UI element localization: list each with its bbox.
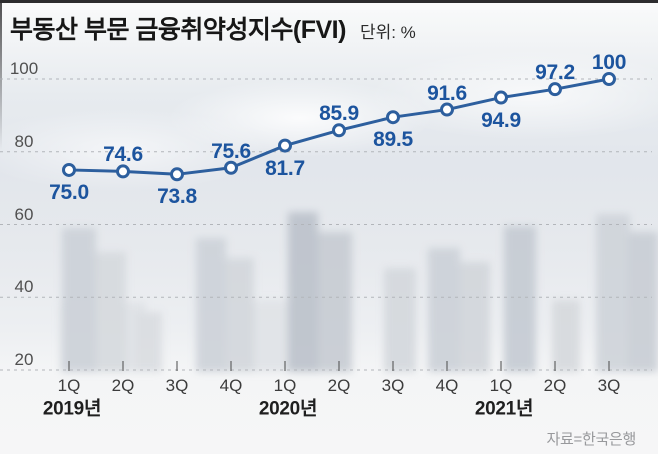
year-label: 2019년 bbox=[42, 398, 102, 420]
x-axis-tick-label: 1Q bbox=[273, 376, 297, 395]
data-value-label: 94.9 bbox=[481, 108, 521, 132]
year-label: 2020년 bbox=[258, 398, 318, 420]
chart-title: 부동산 부문 금융취약성지수(FVI) bbox=[10, 16, 346, 44]
data-value-label: 85.9 bbox=[319, 102, 359, 126]
x-axis-tick-label: 4Q bbox=[219, 376, 243, 395]
y-axis-tick-label: 100 bbox=[9, 59, 39, 78]
data-value-label: 81.7 bbox=[265, 156, 305, 180]
data-point-marker bbox=[440, 102, 454, 117]
y-axis-tick-label: 40 bbox=[14, 277, 34, 297]
x-axis-tick-label: 2Q bbox=[327, 376, 351, 395]
building-shape bbox=[62, 228, 96, 372]
data-value-label: 73.8 bbox=[157, 185, 197, 209]
data-point-marker bbox=[602, 72, 616, 86]
building-shape bbox=[226, 258, 254, 372]
background-cityscape bbox=[60, 212, 658, 372]
y-axis-tick-label: 60 bbox=[14, 204, 34, 224]
data-point-marker bbox=[332, 123, 346, 138]
x-axis-tick-label: 4Q bbox=[435, 376, 459, 395]
building-shape bbox=[318, 232, 352, 372]
building-shape bbox=[288, 212, 318, 372]
building-shape bbox=[196, 238, 226, 372]
data-value-label: 97.2 bbox=[535, 61, 575, 85]
data-value-label: 91.6 bbox=[427, 81, 467, 105]
x-axis-tick-label: 2Q bbox=[543, 376, 567, 395]
data-value-label: 75.6 bbox=[211, 139, 251, 163]
x-axis-tick-label: 1Q bbox=[489, 376, 513, 395]
building-shape bbox=[460, 262, 490, 372]
building-shape bbox=[136, 312, 162, 372]
x-axis-tick-label: 3Q bbox=[597, 376, 621, 395]
unit-label: 단위: % bbox=[359, 23, 416, 42]
building-shape bbox=[96, 252, 126, 372]
data-point-marker bbox=[548, 82, 562, 97]
building-shape bbox=[628, 232, 658, 372]
building-shape bbox=[384, 268, 416, 372]
year-label: 2021년 bbox=[474, 398, 534, 420]
data-point-marker bbox=[116, 164, 130, 179]
top-border-bar bbox=[0, 0, 658, 3]
x-axis-tick-label: 1Q bbox=[57, 376, 81, 395]
y-axis-tick-label: 80 bbox=[14, 131, 34, 151]
data-point-marker bbox=[170, 167, 184, 182]
x-axis-tick-label: 3Q bbox=[381, 376, 405, 395]
building-shape bbox=[504, 226, 536, 372]
data-value-label: 100 bbox=[591, 51, 627, 74]
data-value-label: 89.5 bbox=[373, 128, 413, 152]
x-axis-tick-label: 2Q bbox=[111, 376, 135, 395]
chart-header: 부동산 부문 금융취약성지수(FVI) 단위: % bbox=[10, 10, 416, 46]
data-value-label: 75.0 bbox=[49, 180, 89, 204]
building-shape bbox=[428, 248, 460, 372]
data-point-marker bbox=[224, 160, 238, 175]
data-value-label: 74.6 bbox=[103, 143, 143, 167]
data-point-marker bbox=[386, 110, 400, 125]
y-axis-tick-label: 20 bbox=[14, 350, 34, 369]
left-border-fade bbox=[0, 0, 2, 150]
building-shape bbox=[552, 300, 580, 372]
data-point-marker bbox=[278, 138, 292, 153]
source-credit: 자료=한국은행 bbox=[546, 431, 637, 448]
data-point-marker bbox=[62, 162, 76, 177]
x-axis-tick-label: 3Q bbox=[165, 376, 189, 395]
building-shape bbox=[596, 214, 630, 372]
data-point-marker bbox=[494, 90, 508, 105]
